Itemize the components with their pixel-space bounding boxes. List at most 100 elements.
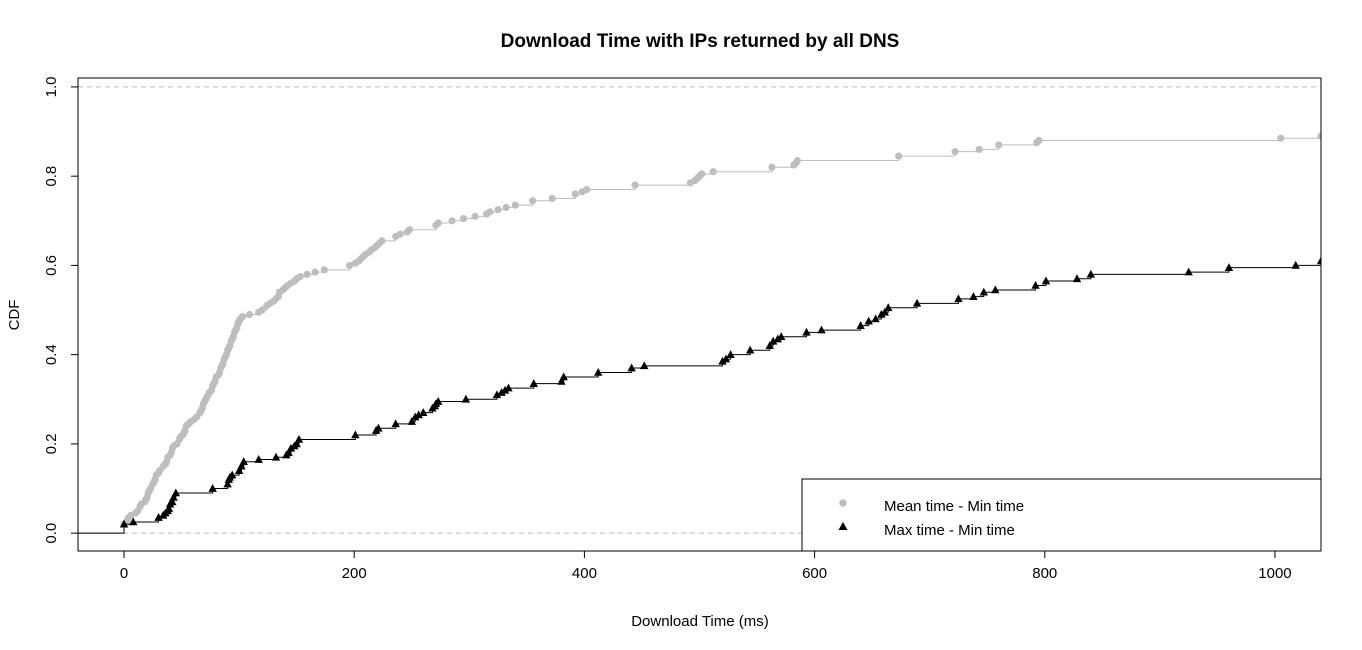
data-point	[1291, 260, 1300, 269]
data-point	[346, 261, 354, 270]
data-point	[529, 197, 537, 205]
data-point	[471, 212, 479, 220]
data-point	[975, 145, 983, 153]
plot-frame	[77, 77, 1322, 552]
data-point	[1317, 132, 1321, 140]
data-point	[1041, 276, 1051, 285]
legend-label-mean: Mean time - Min time	[884, 498, 1024, 515]
data-point	[877, 310, 886, 318]
data-point	[1184, 267, 1193, 276]
data-point	[223, 479, 232, 488]
data-point	[1224, 263, 1234, 271]
data-point	[405, 226, 414, 234]
y-axis: 0.0 0.2 0.4 0.6 0.8 1.0	[43, 76, 78, 544]
data-point	[802, 327, 811, 336]
data-point	[698, 170, 706, 178]
data-point	[461, 394, 471, 403]
data-point	[284, 448, 293, 457]
data-point	[434, 219, 442, 227]
data-point	[391, 419, 400, 428]
data-point	[912, 298, 922, 307]
data-point	[258, 306, 266, 314]
data-point	[768, 336, 778, 345]
data-point	[745, 345, 755, 354]
data-point	[721, 354, 731, 363]
data-point	[271, 452, 281, 461]
data-point	[765, 341, 774, 350]
data-point	[726, 350, 735, 358]
legend: Mean time - Min time Max time - Min time	[801, 478, 1322, 552]
data-point	[627, 363, 636, 372]
x-tick-label: 800	[1032, 565, 1057, 582]
step-line	[78, 135, 1321, 534]
data-point	[773, 334, 782, 343]
data-point	[239, 457, 248, 466]
x-tick-label: 0	[120, 565, 128, 582]
x-tick-label: 1000	[1258, 565, 1291, 582]
y-tick-label: 0.0	[43, 523, 60, 544]
data-point	[571, 190, 579, 198]
data-point	[311, 268, 319, 276]
x-tick-label: 400	[572, 565, 597, 582]
data-point	[296, 272, 304, 281]
data-point	[169, 492, 178, 501]
data-point	[640, 361, 649, 370]
data-point	[492, 390, 502, 399]
data-point	[511, 201, 519, 209]
legend-marker-mean	[839, 499, 847, 507]
x-tick-label: 600	[802, 565, 827, 582]
data-point	[768, 163, 776, 171]
data-point	[378, 237, 386, 245]
data-point	[228, 470, 237, 479]
data-point	[718, 356, 727, 365]
data-point	[245, 310, 254, 319]
data-point	[1031, 280, 1040, 289]
data-point	[500, 385, 510, 394]
data-point	[951, 148, 959, 156]
legend-label-max: Max time - Min time	[884, 522, 1015, 539]
y-tick-label: 0.6	[43, 255, 60, 276]
data-point	[494, 206, 502, 214]
data-point	[884, 303, 893, 312]
series-mean	[78, 132, 1321, 534]
data-point	[1086, 269, 1096, 278]
y-tick-label: 0.8	[43, 166, 60, 187]
x-axis: 0 200 400 600 800 1000	[120, 551, 1292, 582]
data-point	[486, 208, 494, 216]
data-point	[991, 285, 1000, 294]
data-point	[864, 316, 873, 325]
x-tick-label: 200	[342, 565, 367, 582]
data-point	[529, 379, 538, 387]
data-point	[294, 434, 304, 443]
data-point	[1035, 136, 1043, 145]
data-point	[1316, 256, 1321, 265]
data-point	[208, 484, 217, 492]
data-point	[817, 325, 826, 334]
data-point	[871, 314, 880, 323]
data-point	[504, 383, 513, 392]
legend-box	[801, 478, 1322, 552]
y-tick-label: 0.2	[43, 433, 60, 454]
y-axis-label: CDF	[6, 300, 23, 331]
data-point	[414, 410, 423, 419]
data-point	[303, 270, 311, 278]
data-point	[168, 497, 177, 506]
data-point	[419, 408, 428, 416]
data-point	[1072, 274, 1082, 283]
data-point	[407, 417, 416, 425]
data-point	[129, 517, 138, 526]
data-point	[548, 194, 556, 203]
data-point	[631, 181, 639, 189]
data-point	[895, 152, 903, 160]
data-point	[880, 307, 889, 316]
data-point	[557, 376, 566, 385]
data-point	[979, 287, 988, 296]
data-point	[171, 488, 181, 497]
data-point	[434, 397, 443, 405]
data-point	[594, 368, 603, 376]
legend-marker-max	[838, 522, 848, 530]
data-point	[119, 519, 129, 528]
data-point	[154, 513, 163, 521]
data-point	[559, 372, 568, 381]
data-point	[234, 466, 244, 474]
